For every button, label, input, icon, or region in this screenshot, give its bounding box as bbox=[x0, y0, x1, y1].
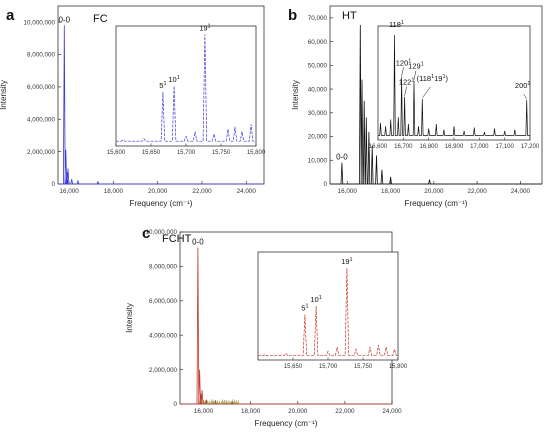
y-tick-label: 0 bbox=[51, 181, 55, 188]
inset-peak-label: 191​ bbox=[341, 257, 352, 266]
inset-frame bbox=[115, 25, 257, 147]
inset-x-tick-label: 15,650 bbox=[142, 150, 161, 156]
y-tick-label: 6,000,000 bbox=[27, 84, 56, 91]
inset-peak-label: 2001​ bbox=[515, 81, 531, 90]
inset-peak-label: 191​ bbox=[199, 23, 210, 32]
y-axis-label: Intensity bbox=[291, 80, 300, 110]
x-tick-label: 24,000 bbox=[382, 408, 402, 415]
panel-letter-b: b bbox=[288, 7, 297, 24]
inset-x-tick-label: 17,200 bbox=[521, 144, 540, 150]
inset-x-tick-label: 17,100 bbox=[495, 144, 514, 150]
panel-tag: FCHT bbox=[162, 233, 192, 245]
inset-x-tick-label: 16,600 bbox=[369, 144, 388, 150]
y-tick-label: 2,000,000 bbox=[27, 149, 56, 156]
inset-spectrum-line bbox=[258, 268, 398, 357]
y-tick-label: 10,000,000 bbox=[145, 229, 177, 236]
inset-x-tick-label: 15,700 bbox=[177, 150, 196, 156]
inset-peak-label: 1201​ bbox=[396, 58, 412, 67]
inset-x-tick-label: 15,700 bbox=[319, 364, 338, 370]
inset-peak-label: 1181​ bbox=[389, 20, 404, 29]
x-tick-label: 16,000 bbox=[338, 188, 358, 195]
inset-peak-label: 51​ bbox=[159, 81, 166, 90]
panel-letter-c: c bbox=[142, 225, 150, 242]
inset-leader-line bbox=[413, 70, 417, 80]
inset-x-tick-label: 15,750 bbox=[212, 150, 231, 156]
x-axis-label: Frequency (cm⁻¹) bbox=[255, 419, 318, 428]
inset-x-tick-label: 15,650 bbox=[284, 364, 303, 370]
inset-spectrum-line bbox=[116, 34, 256, 142]
inset-frame bbox=[257, 251, 399, 361]
inset-x-tick-label: 15,800 bbox=[389, 364, 408, 370]
y-tick-label: 8,000,000 bbox=[27, 52, 56, 59]
inset-peak-label: 1221​ bbox=[399, 78, 415, 87]
inset-leader-line bbox=[401, 67, 404, 77]
y-tick-label: 6,000,000 bbox=[149, 298, 178, 305]
inset-peak-label: 51​ bbox=[301, 304, 308, 313]
peak-label-0-0: 0-0 bbox=[192, 237, 204, 246]
inset-x-tick-label: 16,900 bbox=[445, 144, 464, 150]
inset-x-tick-label: 15,800 bbox=[247, 150, 266, 156]
panel-letter-a: a bbox=[6, 7, 15, 24]
x-axis-label: Frequency (cm⁻¹) bbox=[405, 199, 468, 208]
x-tick-label: 20,000 bbox=[424, 188, 444, 195]
peak-label-0-0: 0-0 bbox=[59, 15, 71, 24]
y-tick-label: 2,000,000 bbox=[149, 367, 178, 374]
inset-leader-line bbox=[422, 86, 431, 99]
y-tick-label: 10,000 bbox=[308, 157, 328, 164]
x-tick-label: 22,000 bbox=[467, 188, 487, 195]
x-tick-label: 16,000 bbox=[194, 408, 214, 415]
x-tick-label: 22,000 bbox=[192, 188, 212, 195]
x-tick-label: 20,000 bbox=[148, 188, 168, 195]
inset-peak-label: 1291​ bbox=[408, 62, 424, 71]
panel-b-chart: 0 10,000 20,000 30,000 40,000 50,000 60,000 70,… bbox=[291, 5, 543, 208]
inset-x-tick-label: 16,800 bbox=[419, 144, 438, 150]
inset-frame bbox=[377, 25, 531, 141]
y-tick-label: 30,000 bbox=[308, 110, 328, 117]
x-tick-label: 16,000 bbox=[59, 188, 79, 195]
inset-x-tick-label: 16,700 bbox=[394, 144, 413, 150]
x-axis-label: Frequency (cm⁻¹) bbox=[130, 199, 193, 208]
panel-c-chart: 0 2,000,000 4,000,000 6,000,000 8,000,000 10,… bbox=[125, 229, 408, 428]
y-axis-label: Intensity bbox=[0, 80, 8, 110]
y-tick-label: 20,000 bbox=[308, 134, 328, 141]
panel-tag: HT bbox=[342, 10, 357, 22]
inset-leader-line bbox=[404, 86, 407, 96]
y-tick-label: 0 bbox=[173, 401, 177, 408]
inset-leader-line bbox=[523, 93, 527, 100]
y-tick-label: 40,000 bbox=[308, 86, 328, 93]
inset-x-tick-label: 17,000 bbox=[470, 144, 489, 150]
x-tick-label: 18,000 bbox=[104, 188, 124, 195]
inset-peak-label: (1181​191​) bbox=[417, 74, 449, 83]
inset-spectrum-line bbox=[378, 35, 530, 136]
x-tick-label: 18,000 bbox=[381, 188, 401, 195]
y-tick-label: 60,000 bbox=[308, 39, 328, 46]
panel-a-chart: 0 2,000,000 4,000,000 6,000,000 8,000,000 10,… bbox=[0, 5, 266, 208]
x-tick-label: 24,000 bbox=[511, 188, 531, 195]
y-tick-label: 4,000,000 bbox=[27, 116, 56, 123]
inset-x-tick-label: 15,750 bbox=[354, 364, 373, 370]
y-tick-label: 50,000 bbox=[308, 63, 328, 70]
x-tick-label: 20,000 bbox=[288, 408, 308, 415]
inset-x-tick-label: 15,600 bbox=[107, 150, 126, 156]
inset-peak-label: 101​ bbox=[310, 295, 321, 304]
peak-label-0-0: 0-0 bbox=[336, 153, 348, 162]
x-tick-label: 24,000 bbox=[237, 188, 257, 195]
spectrum-tail bbox=[203, 399, 239, 404]
y-tick-label: 8,000,000 bbox=[149, 264, 178, 271]
x-tick-label: 18,000 bbox=[241, 408, 261, 415]
x-tick-label: 22,000 bbox=[335, 408, 355, 415]
panel-tag: FC bbox=[93, 13, 108, 25]
y-tick-label: 10,000,000 bbox=[23, 19, 55, 26]
y-tick-label: 70,000 bbox=[308, 15, 328, 22]
y-tick-label: 0 bbox=[323, 181, 327, 188]
inset-peak-label: 101​ bbox=[168, 75, 179, 84]
y-tick-label: 4,000,000 bbox=[149, 332, 178, 339]
y-axis-label: Intensity bbox=[125, 303, 134, 333]
